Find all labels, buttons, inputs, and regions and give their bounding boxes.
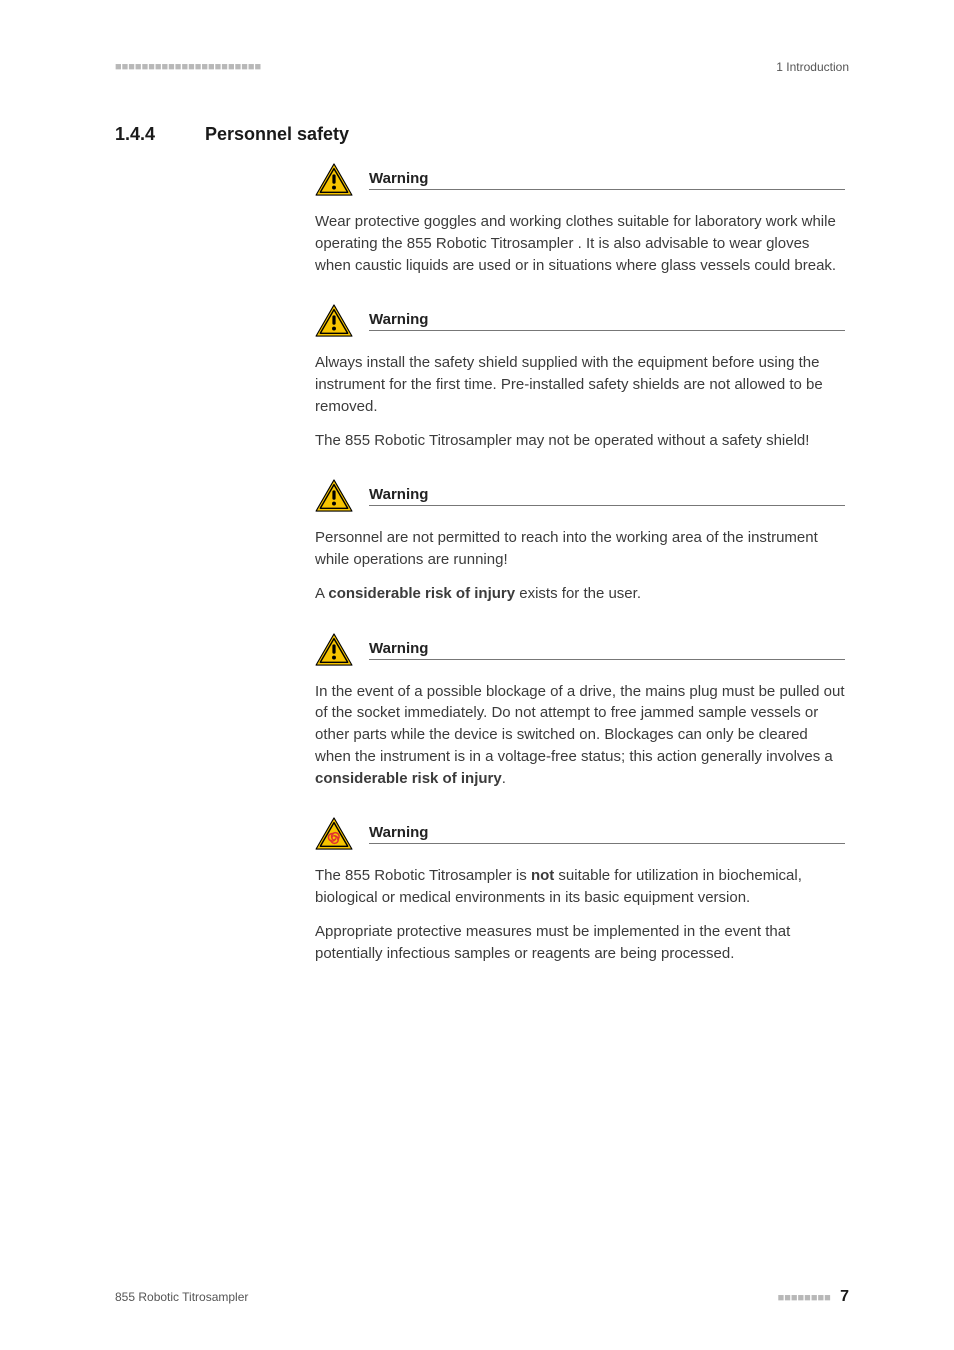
section-title: Personnel safety <box>205 124 349 145</box>
warning-title-wrap: Warning <box>369 311 845 331</box>
warning-paragraph: A considerable risk of injury exists for… <box>315 583 845 605</box>
warning-block: Warning Personnel are not permitted to re… <box>315 479 845 604</box>
warning-body: Personnel are not permitted to reach int… <box>315 527 845 604</box>
warning-title: Warning <box>369 824 845 844</box>
warning-title: Warning <box>369 486 845 506</box>
footer-page-number: 7 <box>840 1288 849 1305</box>
page-top-bar: ■■■■■■■■■■■■■■■■■■■■■■ 1 Introduction <box>115 60 849 74</box>
warning-title: Warning <box>369 640 845 660</box>
warning-body: Wear protective goggles and working clot… <box>315 211 845 276</box>
page: ■■■■■■■■■■■■■■■■■■■■■■ 1 Introduction 1.… <box>0 0 954 1350</box>
page-footer: 855 Robotic Titrosampler ■■■■■■■■ 7 <box>115 1288 849 1306</box>
warning-paragraph: Appropriate protective measures must be … <box>315 921 845 965</box>
footer-marker: ■■■■■■■■ <box>778 1292 831 1304</box>
warning-header: Warning <box>315 817 845 851</box>
warning-block: Warning The 855 Robotic Titrosampler is n… <box>315 817 845 964</box>
warning-title-wrap: Warning <box>369 486 845 506</box>
footer-right: ■■■■■■■■ 7 <box>778 1288 849 1306</box>
warning-title: Warning <box>369 311 845 331</box>
warning-title: Warning <box>369 170 845 190</box>
warning-title-wrap: Warning <box>369 824 845 844</box>
warning-header: Warning <box>315 633 845 667</box>
footer-product: 855 Robotic Titrosampler <box>115 1290 248 1304</box>
warning-body: In the event of a possible blockage of a… <box>315 681 845 790</box>
warning-icon <box>315 304 353 338</box>
warning-paragraph: The 855 Robotic Titrosampler is not suit… <box>315 865 845 909</box>
warning-icon <box>315 633 353 667</box>
warning-paragraph: Personnel are not permitted to reach int… <box>315 527 845 571</box>
warning-title-wrap: Warning <box>369 640 845 660</box>
warning-icon <box>315 479 353 513</box>
warning-block: Warning Always install the safety shield … <box>315 304 845 451</box>
warning-header: Warning <box>315 163 845 197</box>
warning-header: Warning <box>315 304 845 338</box>
biohazard-icon <box>315 817 353 851</box>
header-marker: ■■■■■■■■■■■■■■■■■■■■■■ <box>115 61 261 73</box>
warning-header: Warning <box>315 479 845 513</box>
warning-body: Always install the safety shield supplie… <box>315 352 845 451</box>
warning-paragraph: The 855 Robotic Titrosampler may not be … <box>315 430 845 452</box>
header-chapter: 1 Introduction <box>776 60 849 74</box>
warning-block: Warning In the event of a possible blocka… <box>315 633 845 790</box>
warning-paragraph: Wear protective goggles and working clot… <box>315 211 845 276</box>
warning-paragraph: In the event of a possible blockage of a… <box>315 681 845 790</box>
warning-paragraph: Always install the safety shield supplie… <box>315 352 845 417</box>
content-column: Warning Wear protective goggles and worki… <box>315 163 845 964</box>
warning-block: Warning Wear protective goggles and worki… <box>315 163 845 276</box>
section-number: 1.4.4 <box>115 124 205 145</box>
warning-icon <box>315 163 353 197</box>
warning-title-wrap: Warning <box>369 170 845 190</box>
warning-body: The 855 Robotic Titrosampler is not suit… <box>315 865 845 964</box>
section-heading: 1.4.4 Personnel safety <box>115 124 849 145</box>
